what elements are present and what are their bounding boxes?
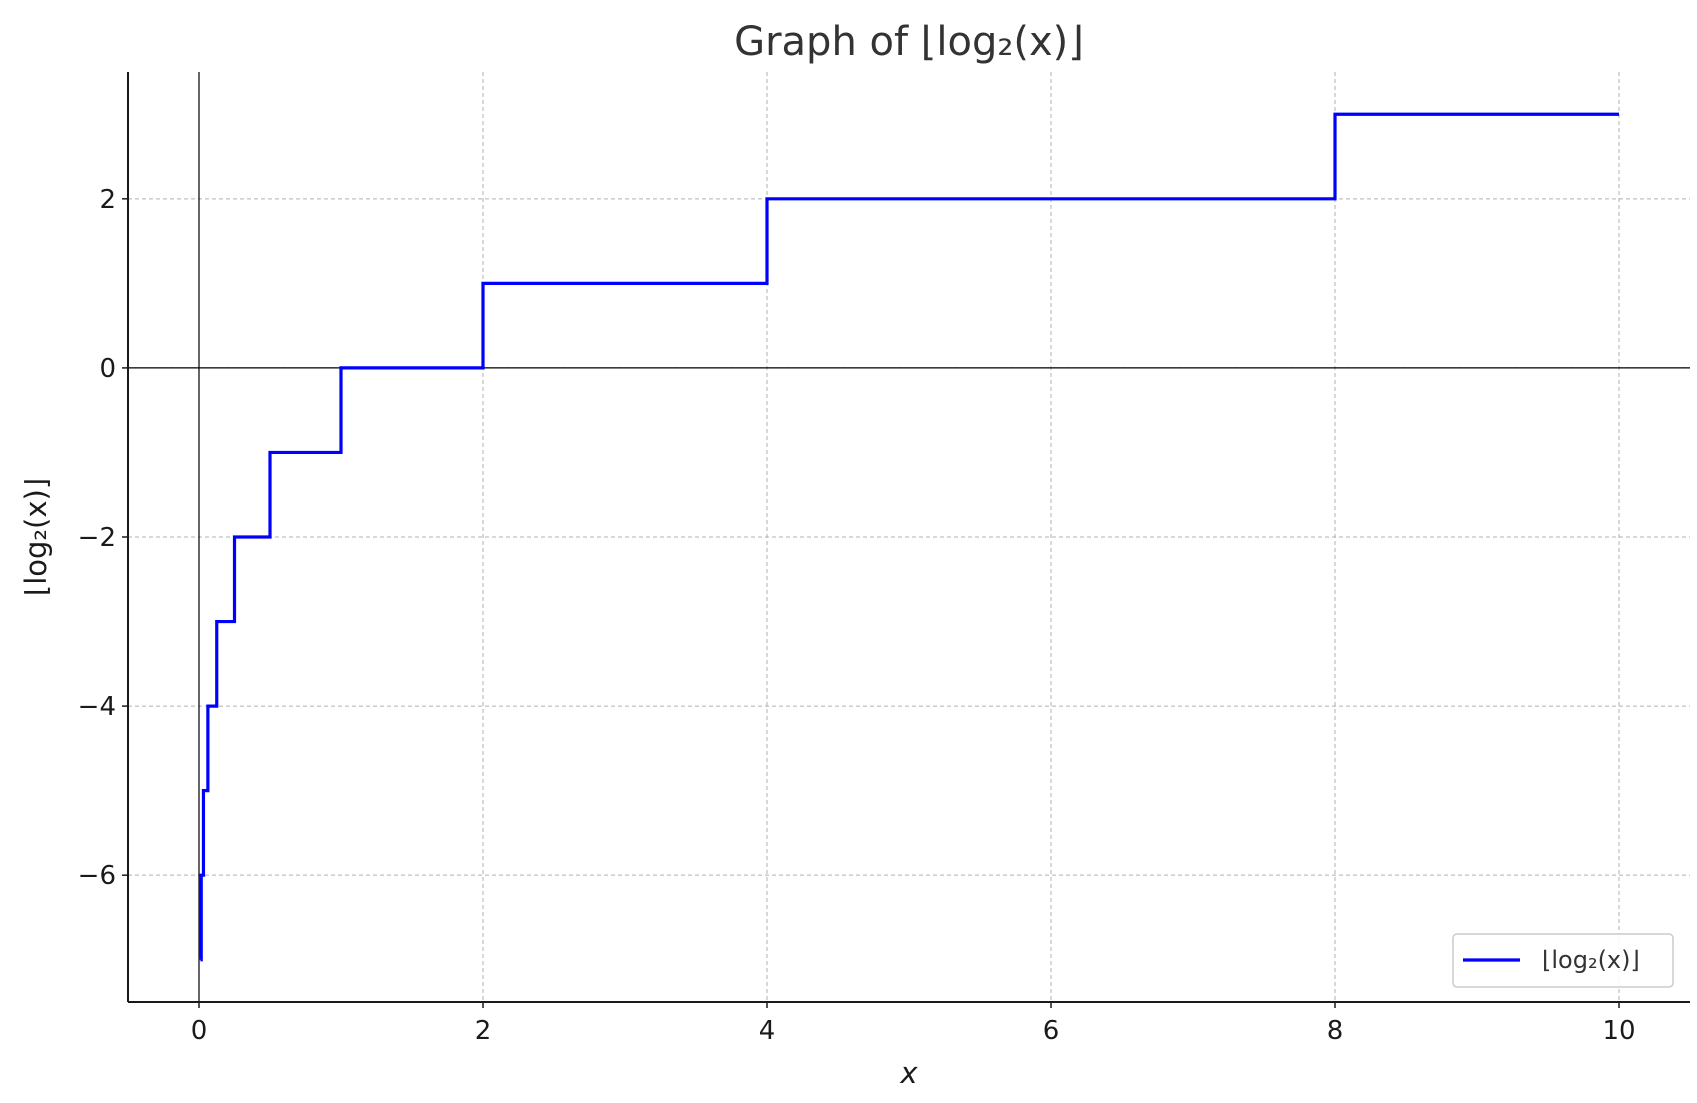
x-tick-label: 0 <box>191 1016 208 1046</box>
x-tick-label: 4 <box>759 1016 776 1046</box>
y-tick-label: −4 <box>78 692 116 722</box>
chart-title: Graph of ⌊log₂(x)⌋ <box>734 19 1084 65</box>
x-axis-label: x <box>899 1056 918 1090</box>
y-tick-label: −6 <box>78 861 116 891</box>
ticks: 0 2 4 6 8 10 −6 −4 −2 0 2 <box>78 185 1636 1046</box>
y-tick-label: −2 <box>78 523 116 553</box>
x-tick-label: 10 <box>1602 1016 1635 1046</box>
x-tick-label: 6 <box>1043 1016 1060 1046</box>
series-line <box>199 112 1619 962</box>
series <box>199 112 1619 962</box>
y-axis-label: ⌊log₂(x)⌋ <box>19 478 53 596</box>
grid <box>128 72 1690 1002</box>
y-tick-label: 0 <box>99 354 116 384</box>
x-tick-label: 8 <box>1327 1016 1344 1046</box>
legend-label: ⌊log₂(x)⌋ <box>1542 946 1640 974</box>
y-tick-label: 2 <box>99 185 116 215</box>
legend: ⌊log₂(x)⌋ <box>1452 933 1674 988</box>
legend-box <box>1452 933 1674 988</box>
x-tick-label: 2 <box>475 1016 492 1046</box>
